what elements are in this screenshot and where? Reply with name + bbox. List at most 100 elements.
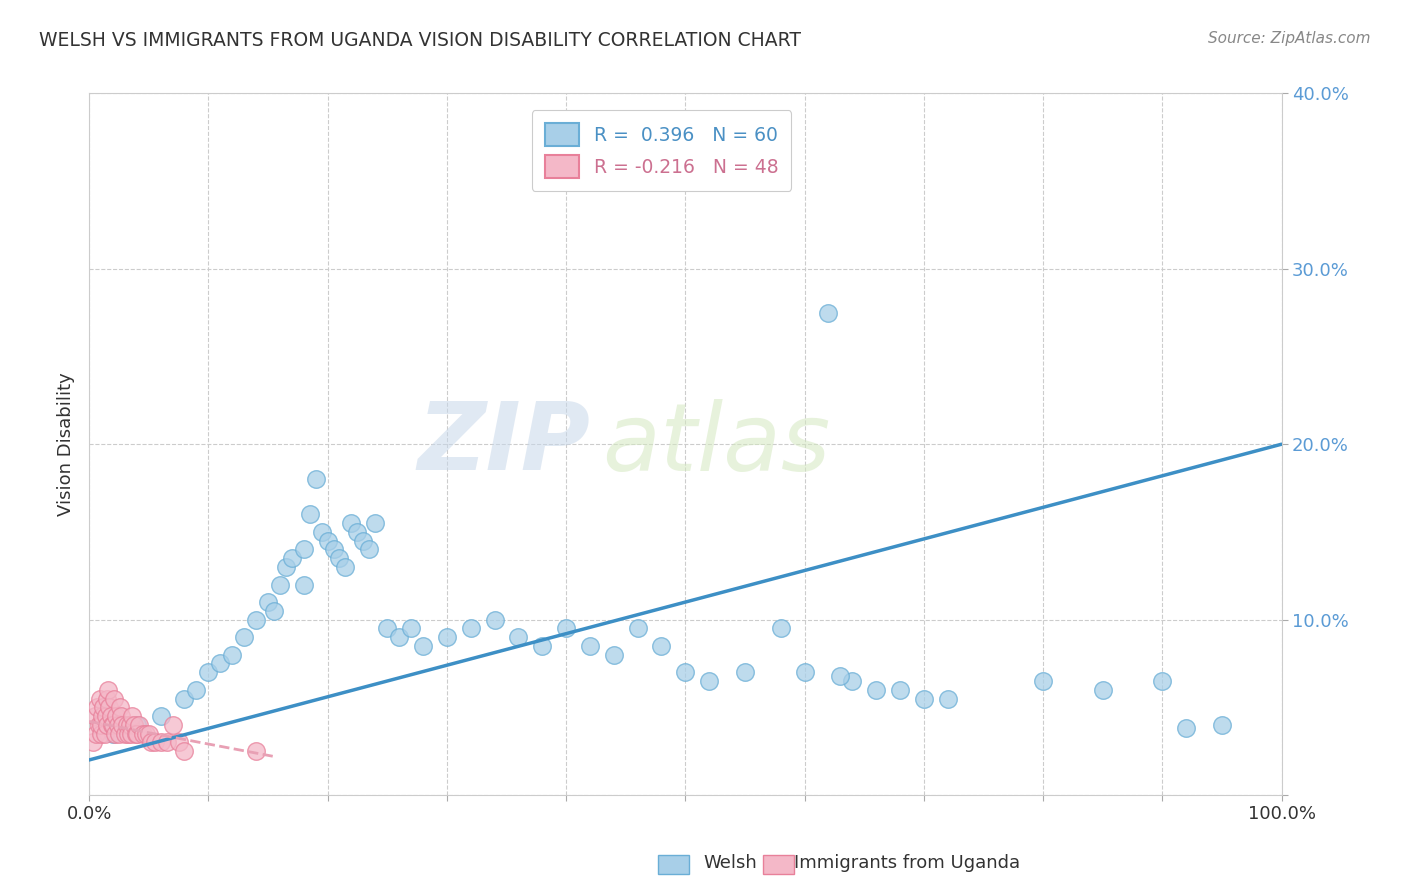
Point	[120, 726, 142, 740]
Point	[292, 542, 315, 557]
Point	[734, 665, 756, 680]
Point	[111, 718, 134, 732]
Legend: R =  0.396   N = 60, R = -0.216   N = 48: R = 0.396 N = 60, R = -0.216 N = 48	[531, 110, 792, 191]
Point	[108, 726, 131, 740]
Point	[793, 665, 815, 680]
Point	[889, 682, 911, 697]
Point	[322, 542, 344, 557]
Point	[1152, 673, 1174, 688]
Point	[125, 718, 148, 732]
Point	[125, 726, 148, 740]
Point	[96, 691, 118, 706]
Point	[93, 700, 115, 714]
Point	[149, 735, 172, 749]
Point	[603, 648, 626, 662]
Point	[1175, 722, 1198, 736]
Point	[817, 305, 839, 319]
Point	[352, 533, 374, 548]
Point	[90, 718, 112, 732]
Point	[298, 508, 321, 522]
Point	[82, 735, 104, 749]
Point	[91, 709, 114, 723]
Point	[94, 709, 117, 723]
Point	[84, 726, 107, 740]
Point	[412, 639, 434, 653]
Point	[98, 700, 121, 714]
Point	[90, 726, 112, 740]
Point	[245, 744, 267, 758]
Point	[197, 665, 219, 680]
Point	[132, 726, 155, 740]
Point	[697, 673, 720, 688]
Point	[186, 682, 208, 697]
Point	[335, 560, 357, 574]
Point	[143, 735, 166, 749]
Point	[388, 630, 411, 644]
Point	[274, 560, 297, 574]
Point	[364, 516, 387, 530]
Text: ZIP: ZIP	[418, 398, 591, 491]
Point	[359, 542, 381, 557]
Point	[375, 621, 398, 635]
Point	[304, 472, 326, 486]
Point	[269, 577, 291, 591]
Point	[460, 621, 482, 635]
Point	[139, 735, 162, 749]
Text: atlas: atlas	[602, 399, 830, 490]
Point	[936, 691, 959, 706]
Point	[173, 744, 195, 758]
Point	[1091, 682, 1114, 697]
Point	[93, 726, 115, 740]
Point	[281, 551, 304, 566]
Point	[233, 630, 256, 644]
Point	[340, 516, 363, 530]
Point	[311, 524, 333, 539]
Point	[101, 726, 124, 740]
Point	[149, 709, 172, 723]
Point	[100, 718, 122, 732]
Point	[117, 726, 139, 740]
Point	[114, 726, 136, 740]
Point	[555, 621, 578, 635]
Point	[209, 657, 232, 671]
Point	[105, 709, 128, 723]
Point	[86, 700, 108, 714]
Point	[346, 524, 368, 539]
Point	[865, 682, 887, 697]
Point	[128, 718, 150, 732]
Point	[135, 726, 157, 740]
Point	[87, 718, 110, 732]
Point	[1211, 718, 1233, 732]
Point	[316, 533, 339, 548]
Point	[626, 621, 648, 635]
Point	[103, 691, 125, 706]
Point	[138, 726, 160, 740]
Point	[162, 718, 184, 732]
Point	[912, 691, 935, 706]
Point	[673, 665, 696, 680]
Point	[328, 551, 350, 566]
Point	[257, 595, 280, 609]
Point	[1032, 673, 1054, 688]
Point	[96, 718, 118, 732]
Point	[84, 709, 107, 723]
Y-axis label: Vision Disability: Vision Disability	[58, 372, 75, 516]
Point	[292, 577, 315, 591]
Point	[121, 709, 143, 723]
Point	[104, 726, 127, 740]
Point	[221, 648, 243, 662]
Point	[124, 726, 146, 740]
Point	[167, 735, 190, 749]
Point	[107, 718, 129, 732]
Point	[263, 604, 285, 618]
Point	[841, 673, 863, 688]
Point	[508, 630, 530, 644]
Point	[115, 718, 138, 732]
Point	[108, 700, 131, 714]
Point	[579, 639, 602, 653]
Point	[245, 613, 267, 627]
Point	[769, 621, 792, 635]
Point	[97, 682, 120, 697]
Point	[531, 639, 554, 653]
Point	[436, 630, 458, 644]
